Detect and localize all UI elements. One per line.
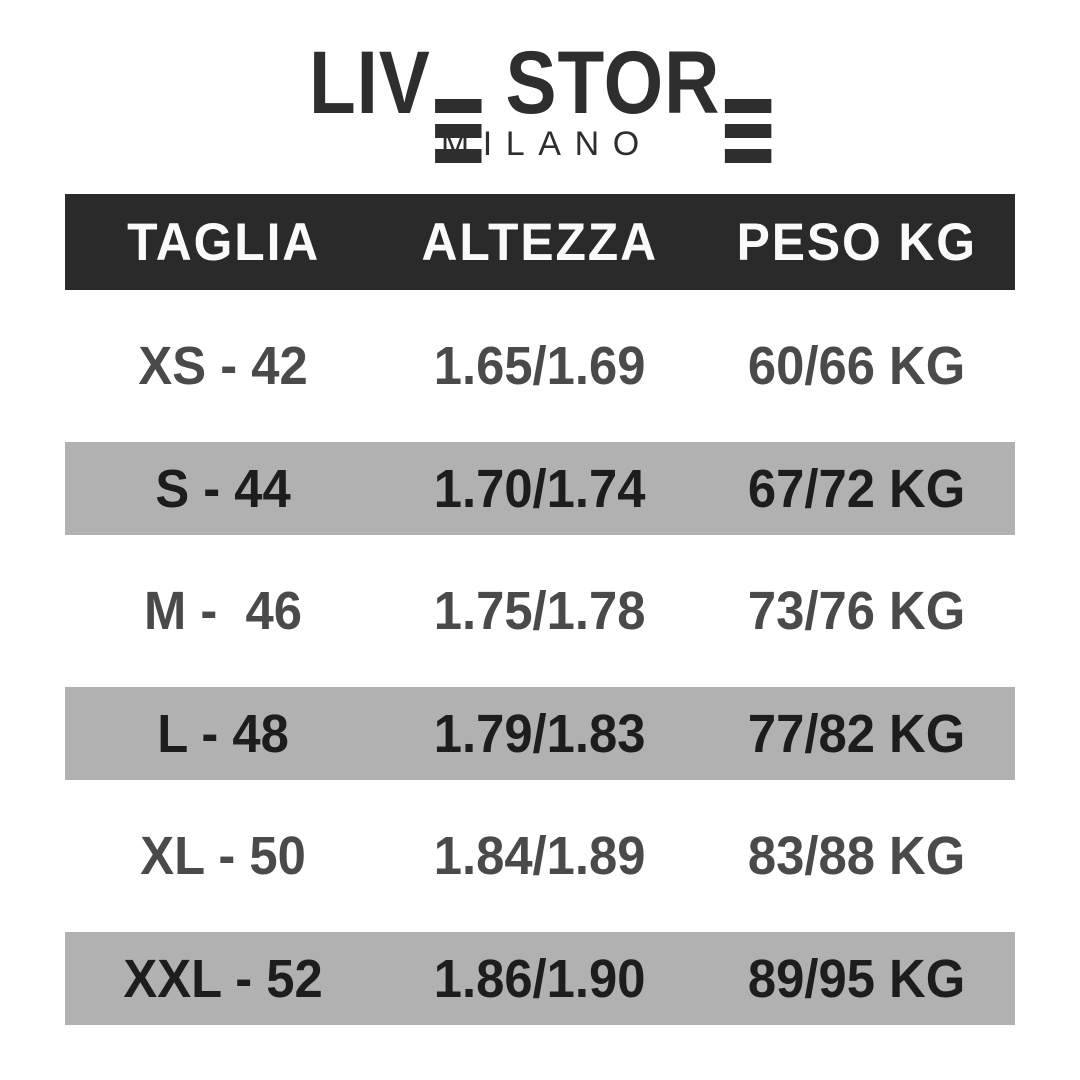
column-header-altezza: ALTEZZA: [421, 212, 659, 272]
table-row: XL - 50 1.84/1.89 83/88 KG: [65, 780, 1015, 932]
cell-altezza: 1.70/1.74: [434, 458, 646, 519]
column-header-taglia: TAGLIA: [126, 212, 320, 272]
table-row: M - 46 1.75/1.78 73/76 KG: [65, 535, 1015, 687]
column-header-peso: PESO KG: [736, 212, 977, 272]
cell-altezza: 1.84/1.89: [434, 826, 646, 886]
table-row: S - 44 1.70/1.74 67/72 KG: [65, 442, 1015, 535]
logo-e-bar: [724, 124, 771, 138]
brand-wordmark-right: STOR: [505, 32, 721, 132]
table-row: XXL - 52 1.86/1.90 89/95 KG: [65, 932, 1015, 1025]
cell-altezza: 1.86/1.90: [434, 948, 646, 1009]
cell-taglia: XS - 42: [138, 336, 308, 396]
logo-e-bar: [435, 99, 482, 113]
logo-e-bar: [724, 99, 771, 113]
cell-altezza: 1.75/1.78: [434, 581, 646, 641]
cell-peso: 73/76 KG: [748, 581, 966, 641]
table-row: XS - 42 1.65/1.69 60/66 KG: [65, 290, 1015, 442]
cell-taglia: XXL - 52: [123, 948, 324, 1009]
cell-peso: 67/72 KG: [748, 458, 966, 519]
cell-altezza: 1.79/1.83: [434, 703, 646, 764]
cell-peso: 89/95 KG: [748, 948, 966, 1009]
cell-peso: 77/82 KG: [748, 703, 966, 764]
brand-subtitle: MILANO: [440, 125, 653, 163]
cell-taglia: M - 46: [144, 581, 303, 641]
brand-wordmark: LIV STOR: [76, 38, 1005, 163]
cell-altezza: 1.65/1.69: [434, 336, 646, 396]
cell-peso: 83/88 KG: [748, 826, 966, 886]
cell-peso: 60/66 KG: [748, 336, 966, 396]
brand-wordmark-left: LIV: [309, 32, 431, 132]
table-row: L - 48 1.79/1.83 77/82 KG: [65, 687, 1015, 780]
logo-e-bar: [435, 149, 482, 163]
logo-e-bar: [435, 124, 482, 138]
table-header-row: TAGLIA ALTEZZA PESO KG: [65, 194, 1015, 290]
cell-taglia: XL - 50: [140, 826, 307, 886]
logo-e-bar: [724, 149, 771, 163]
logo-letter-e-icon: [435, 99, 482, 163]
cell-taglia: L - 48: [157, 703, 290, 764]
logo-letter-e-icon: [724, 99, 771, 163]
size-table: TAGLIA ALTEZZA PESO KG XS - 42 1.65/1.69…: [65, 194, 1015, 1025]
cell-taglia: S - 44: [155, 458, 292, 519]
